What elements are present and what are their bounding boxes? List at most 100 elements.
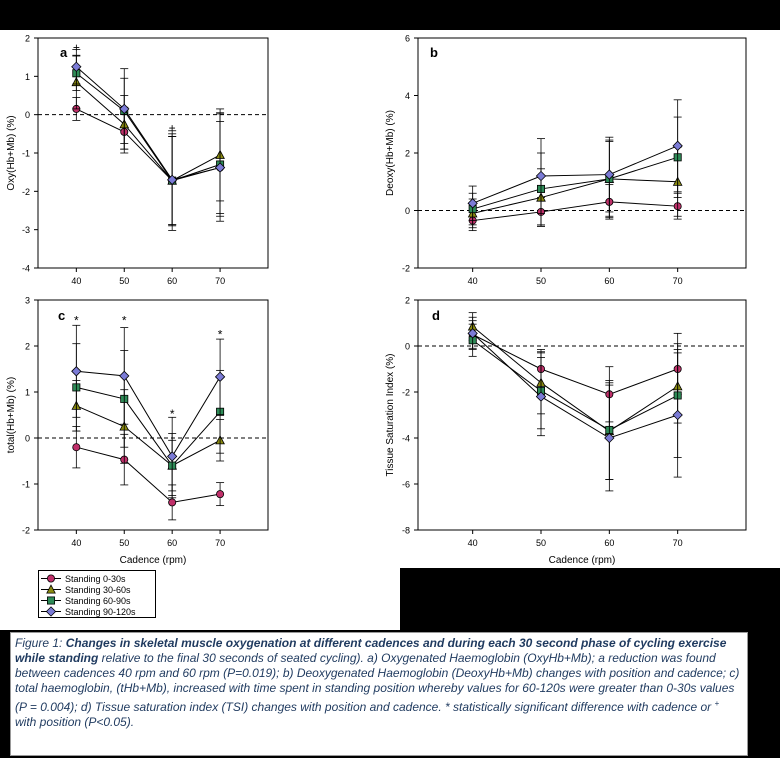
y-tick-label: 0 (405, 206, 410, 216)
caption-rest: relative to the final 30 seconds of seat… (15, 651, 740, 714)
legend-label: Standing 60-90s (65, 595, 131, 606)
legend-marker (45, 606, 57, 617)
legend-item-s0: Standing 0-30s (39, 573, 126, 584)
data-point (168, 498, 177, 507)
legend-label: Standing 30-60s (65, 584, 131, 595)
series-line (472, 339, 678, 431)
y-tick-label: -4 (22, 264, 30, 274)
y-tick-label: -6 (402, 480, 410, 490)
x-tick-label: 60 (604, 538, 614, 548)
y-tick-label: -2 (402, 388, 410, 398)
x-tick-label: 70 (215, 538, 225, 548)
panel-d: -8 -6 -4 -2 0 2 40 50 60 70 Tissue Saturation Inde… (385, 296, 747, 548)
data-point (604, 432, 615, 444)
data-point (167, 451, 178, 462)
x-tick-label: 50 (119, 276, 129, 286)
significance-mark: * (122, 314, 127, 328)
x-tick-label: 60 (167, 538, 177, 548)
series-line (472, 326, 678, 432)
x-tick-label: 60 (167, 276, 177, 286)
x-tick-label: 50 (536, 276, 546, 286)
y-axis-label: total(Hb+Mb) (%) (6, 377, 17, 453)
figure-caption: Figure 1: Changes in skeletal muscle oxy… (10, 632, 748, 756)
y-tick-label: 1 (25, 388, 30, 398)
y-axis-label: Oxy(Hb+Mb) (%) (6, 115, 17, 190)
x-tick-label: 50 (536, 538, 546, 548)
series-line (472, 332, 678, 439)
x-axis-label: Cadence (rpm) (549, 555, 616, 566)
y-tick-label: 3 (25, 296, 30, 306)
data-point (72, 443, 81, 452)
x-tick-label: 40 (71, 276, 81, 286)
significance-mark: * (218, 328, 223, 342)
y-tick-label: 6 (405, 34, 410, 44)
y-tick-label: 0 (25, 434, 30, 444)
y-tick-label: 2 (25, 342, 30, 352)
panel-c: -2 -1 0 1 2 3 40 50 60 70 total(Hb+Mb) (%) c * * * * (6, 296, 269, 548)
legend-marker (46, 596, 55, 605)
series-line (76, 81, 221, 182)
y-tick-label: -8 (402, 526, 410, 536)
data-point (214, 162, 226, 173)
data-point (467, 198, 478, 209)
x-tick-label: 70 (215, 276, 225, 286)
significance-mark: * (170, 407, 175, 421)
y-axis-label: Deoxy(Hb+Mb) (%) (385, 110, 396, 196)
series-line (76, 405, 221, 467)
caption-prefix: Figure 1: (15, 636, 66, 650)
data-point (119, 370, 130, 382)
y-tick-label: -4 (402, 434, 410, 444)
significance-mark: + (169, 121, 176, 135)
panel-b: -2 0 2 4 6 40 50 60 70 Deoxy(Hb+Mb) (%) b (385, 34, 747, 286)
y-tick-label: 4 (405, 91, 410, 101)
series-line (472, 156, 678, 210)
x-tick-label: 70 (673, 276, 683, 286)
plot-frame (37, 299, 269, 531)
data-point (535, 170, 547, 182)
x-tick-label: 40 (468, 538, 478, 548)
data-point (216, 490, 225, 499)
legend-swatch (41, 606, 61, 617)
plot-frame (417, 299, 747, 531)
y-tick-label: -1 (22, 480, 30, 490)
y-tick-label: -1 (22, 149, 30, 159)
data-point (535, 391, 547, 402)
legend-swatch (41, 584, 61, 594)
data-point (119, 103, 130, 115)
y-tick-label: 0 (25, 110, 30, 120)
legend-item-s1: Standing 30-60s (39, 584, 131, 595)
y-tick-label: 0 (405, 342, 410, 352)
data-point (71, 366, 82, 377)
series-line (472, 178, 678, 214)
panel-a: -4 -3 -2 -1 0 1 2 40 50 60 70 Oxy(Hb+Mb) (%) a + + (6, 34, 269, 286)
data-point (214, 371, 226, 382)
caption-plus: + (714, 699, 720, 708)
caption-bold: Changes in skeletal muscle oxygenation a… (15, 636, 727, 665)
x-tick-label: 70 (673, 538, 683, 548)
series-line (76, 386, 221, 467)
data-point (71, 61, 82, 72)
x-tick-label: 40 (71, 538, 81, 548)
y-axis-label: Tissue Saturation Index (%) (385, 353, 396, 476)
legend: Standing 0-30s Standing 30-60s Standing 60… (38, 570, 156, 618)
y-tick-label: -2 (22, 187, 30, 197)
significance-mark: + (73, 41, 80, 55)
legend-swatch (41, 596, 61, 605)
series-line (472, 145, 678, 204)
series-line (76, 66, 221, 181)
x-tick-label: 40 (468, 276, 478, 286)
legend-label: Standing 0-30s (65, 573, 126, 584)
legend-label: Standing 90-120s (65, 606, 136, 617)
legend-marker (46, 574, 55, 583)
panel-letter: c (58, 308, 65, 323)
series-line (472, 334, 678, 395)
data-point (672, 140, 683, 151)
panel-letter: d (432, 308, 440, 323)
data-point (672, 409, 683, 421)
panel-letter: b (430, 45, 438, 60)
y-tick-label: -2 (22, 526, 30, 536)
y-tick-label: -2 (402, 264, 410, 274)
y-tick-label: 2 (25, 34, 30, 44)
x-tick-label: 50 (119, 538, 129, 548)
